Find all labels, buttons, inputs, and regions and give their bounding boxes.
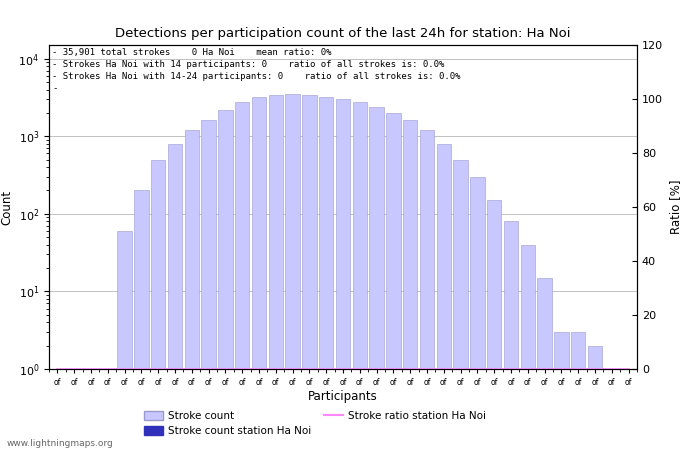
Bar xyxy=(50,369,64,450)
Bar xyxy=(487,200,501,450)
Bar xyxy=(470,177,484,450)
Bar xyxy=(151,160,165,450)
Text: - 35,901 total strokes    0 Ha Noi    mean ratio: 0%
- Strokes Ha Noi with 14 pa: - 35,901 total strokes 0 Ha Noi mean rat… xyxy=(52,48,461,93)
Bar xyxy=(218,110,232,450)
Y-axis label: Ratio [%]: Ratio [%] xyxy=(668,180,682,234)
Bar xyxy=(67,369,81,450)
Text: www.lightningmaps.org: www.lightningmaps.org xyxy=(7,439,113,448)
Bar xyxy=(118,231,132,450)
Bar xyxy=(454,160,468,450)
Legend: Stroke count, Stroke count station Ha Noi, Stroke ratio station Ha Noi: Stroke count, Stroke count station Ha No… xyxy=(140,407,490,440)
Y-axis label: Count: Count xyxy=(0,189,13,225)
Bar xyxy=(168,144,182,450)
Bar xyxy=(386,113,400,450)
Bar xyxy=(588,346,602,450)
Bar xyxy=(403,121,417,450)
Bar xyxy=(84,369,98,450)
Bar xyxy=(202,121,216,450)
Bar xyxy=(504,221,518,450)
Bar xyxy=(302,95,316,450)
Bar xyxy=(605,369,619,450)
Bar xyxy=(319,97,333,450)
Bar xyxy=(252,97,266,450)
Bar xyxy=(571,332,585,450)
Title: Detections per participation count of the last 24h for station: Ha Noi: Detections per participation count of th… xyxy=(116,27,570,40)
Bar xyxy=(370,107,384,450)
Bar xyxy=(101,369,115,450)
Bar xyxy=(420,130,434,450)
X-axis label: Participants: Participants xyxy=(308,390,378,403)
Bar xyxy=(134,190,148,450)
Bar xyxy=(185,130,199,450)
Bar xyxy=(286,94,300,450)
Bar xyxy=(554,332,568,450)
Bar xyxy=(521,245,535,450)
Bar xyxy=(353,102,367,450)
Bar xyxy=(538,278,552,450)
Bar xyxy=(269,95,283,450)
Bar xyxy=(437,144,451,450)
Bar xyxy=(336,99,350,450)
Bar xyxy=(622,369,636,450)
Bar xyxy=(235,102,249,450)
